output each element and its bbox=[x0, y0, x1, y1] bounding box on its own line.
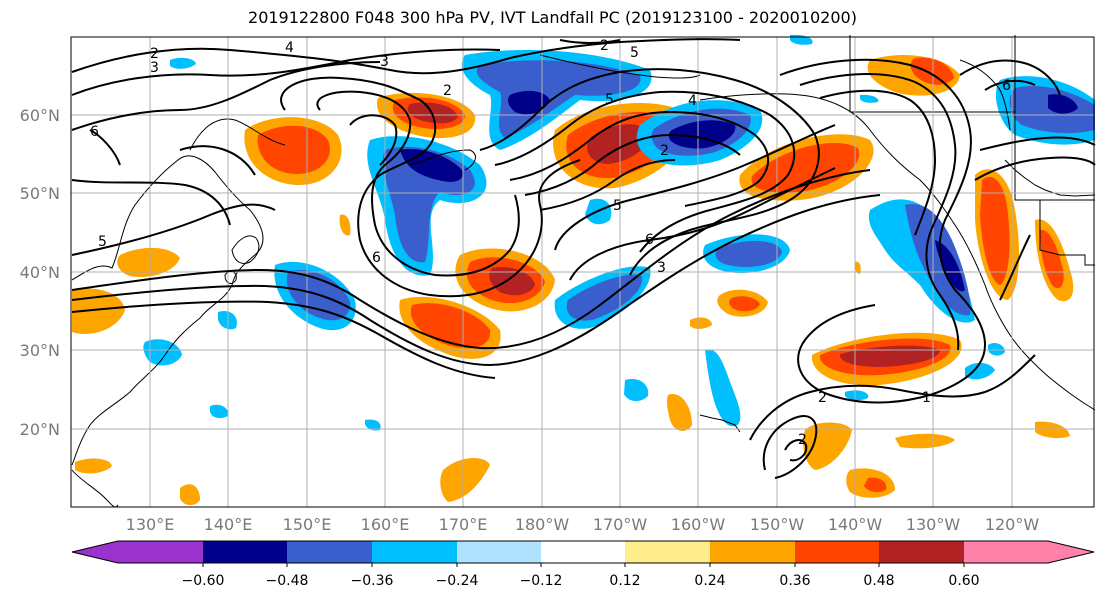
colorbar-segment bbox=[795, 541, 879, 563]
contour-label: 6 bbox=[372, 250, 381, 266]
colorbar: −0.60 −0.48 −0.36 −0.24 −0.12 0.12 0.24 … bbox=[71, 540, 1095, 589]
colorbar-segment bbox=[710, 541, 795, 563]
pv-contours bbox=[71, 38, 1096, 479]
colorbar-tick-label: 0.60 bbox=[948, 573, 979, 589]
contour-label: 2 bbox=[660, 143, 669, 159]
lon-label: 160°W bbox=[671, 515, 726, 534]
contour-label: 2 bbox=[150, 46, 159, 62]
colorbar-segment bbox=[203, 541, 287, 563]
colorbar-segment bbox=[625, 541, 710, 563]
lon-label: 140°W bbox=[828, 515, 883, 534]
lon-label: 170°E bbox=[439, 515, 488, 534]
contour-label: 2 bbox=[798, 432, 807, 448]
contour-label: 2 bbox=[443, 83, 452, 99]
colorbar-segment bbox=[964, 541, 1048, 563]
colorbar-segment bbox=[372, 541, 457, 563]
contour-label: 3 bbox=[657, 260, 666, 276]
lon-label: 140°E bbox=[204, 515, 253, 534]
colorbar-tick-label: −0.36 bbox=[351, 573, 394, 589]
contour-label: 3 bbox=[150, 60, 159, 76]
lat-label: 30°N bbox=[20, 341, 60, 360]
lon-label: 180°W bbox=[515, 515, 570, 534]
colorbar-tick-label: −0.24 bbox=[436, 573, 479, 589]
contour-label: 4 bbox=[688, 93, 697, 109]
contour-label: 5 bbox=[98, 234, 107, 250]
latitude-labels: 60°N 50°N 40°N 30°N 20°N bbox=[20, 106, 60, 439]
colorbar-tick-label: −0.48 bbox=[266, 573, 309, 589]
colorbar-tick-label: 0.48 bbox=[863, 573, 894, 589]
contour-label: 5 bbox=[630, 45, 639, 61]
colorbar-tick-label: −0.60 bbox=[182, 573, 225, 589]
contour-label: 4 bbox=[285, 40, 294, 56]
contour-label: 3 bbox=[380, 54, 389, 70]
contour-label: 1 bbox=[922, 390, 931, 406]
colorbar-segment bbox=[457, 541, 541, 563]
contour-label: 6 bbox=[645, 232, 654, 248]
lon-label: 130°E bbox=[126, 515, 175, 534]
lon-label: 170°W bbox=[593, 515, 648, 534]
colorbar-segment bbox=[72, 541, 118, 563]
lon-label: 130°W bbox=[906, 515, 961, 534]
colorbar-tick-label: 0.12 bbox=[609, 573, 640, 589]
contour-label: 5 bbox=[613, 198, 622, 214]
colorbar-tick-label: 0.24 bbox=[694, 573, 725, 589]
colorbar-segment bbox=[1048, 541, 1094, 563]
lat-label: 40°N bbox=[20, 263, 60, 282]
lat-label: 20°N bbox=[20, 420, 60, 439]
lat-label: 60°N bbox=[20, 106, 60, 125]
contour-label: 5 bbox=[605, 92, 614, 108]
colorbar-segment bbox=[118, 541, 203, 563]
lon-label: 160°E bbox=[361, 515, 410, 534]
lon-label: 150°W bbox=[750, 515, 805, 534]
map-title: 2019122800 F048 300 hPa PV, IVT Landfall… bbox=[248, 8, 857, 27]
contour-label: 2 bbox=[818, 390, 827, 406]
contour-label: 6 bbox=[90, 124, 99, 140]
longitude-labels: 130°E 140°E 150°E 160°E 170°E 180°W 170°… bbox=[126, 515, 1040, 534]
colorbar-segment bbox=[287, 541, 372, 563]
lon-label: 120°W bbox=[985, 515, 1040, 534]
contour-label: 6 bbox=[1002, 78, 1011, 94]
contour-label: 2 bbox=[600, 38, 609, 54]
lon-label: 150°E bbox=[283, 515, 332, 534]
lat-label: 50°N bbox=[20, 184, 60, 203]
colorbar-tick-label: 0.36 bbox=[779, 573, 810, 589]
colorbar-segment bbox=[541, 541, 625, 563]
colorbar-segment bbox=[879, 541, 964, 563]
contour-labels: 2 3 4 6 5 3 2 6 5 2 5 2 4 6 5 3 6 2 1 2 bbox=[90, 38, 1011, 448]
colorbar-tick-label: −0.12 bbox=[520, 573, 563, 589]
map-frame bbox=[70, 36, 1095, 508]
